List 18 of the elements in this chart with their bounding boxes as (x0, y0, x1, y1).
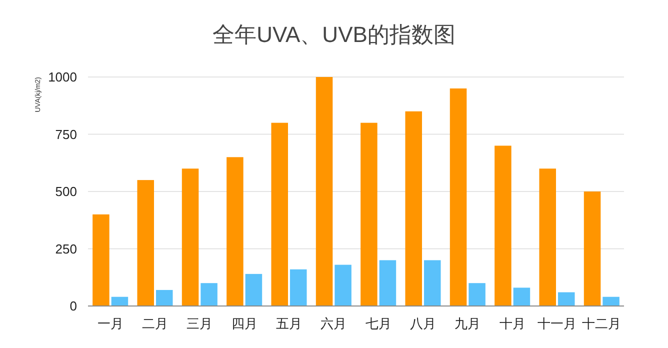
xtick: 三月 (186, 316, 213, 331)
ytick: 750 (55, 126, 77, 142)
xtick: 十月 (499, 316, 526, 331)
xtick: 一月 (97, 316, 124, 331)
xtick: 十二月 (582, 316, 622, 331)
xtick: 四月 (231, 316, 258, 331)
xtick: 九月 (454, 316, 481, 331)
xtick: 二月 (142, 316, 168, 331)
ytick: 250 (55, 241, 77, 256)
xtick: 五月 (276, 316, 302, 331)
xtick: 七月 (365, 316, 392, 331)
xtick: 六月 (320, 316, 347, 331)
xtick: 十一月 (538, 316, 576, 331)
ytick: 1000 (48, 70, 77, 84)
xtick: 八月 (410, 316, 436, 331)
ytick: 0 (70, 298, 77, 314)
title: 全年UVA、UVB的指数图 (212, 22, 456, 47)
ytick: 500 (55, 184, 77, 199)
